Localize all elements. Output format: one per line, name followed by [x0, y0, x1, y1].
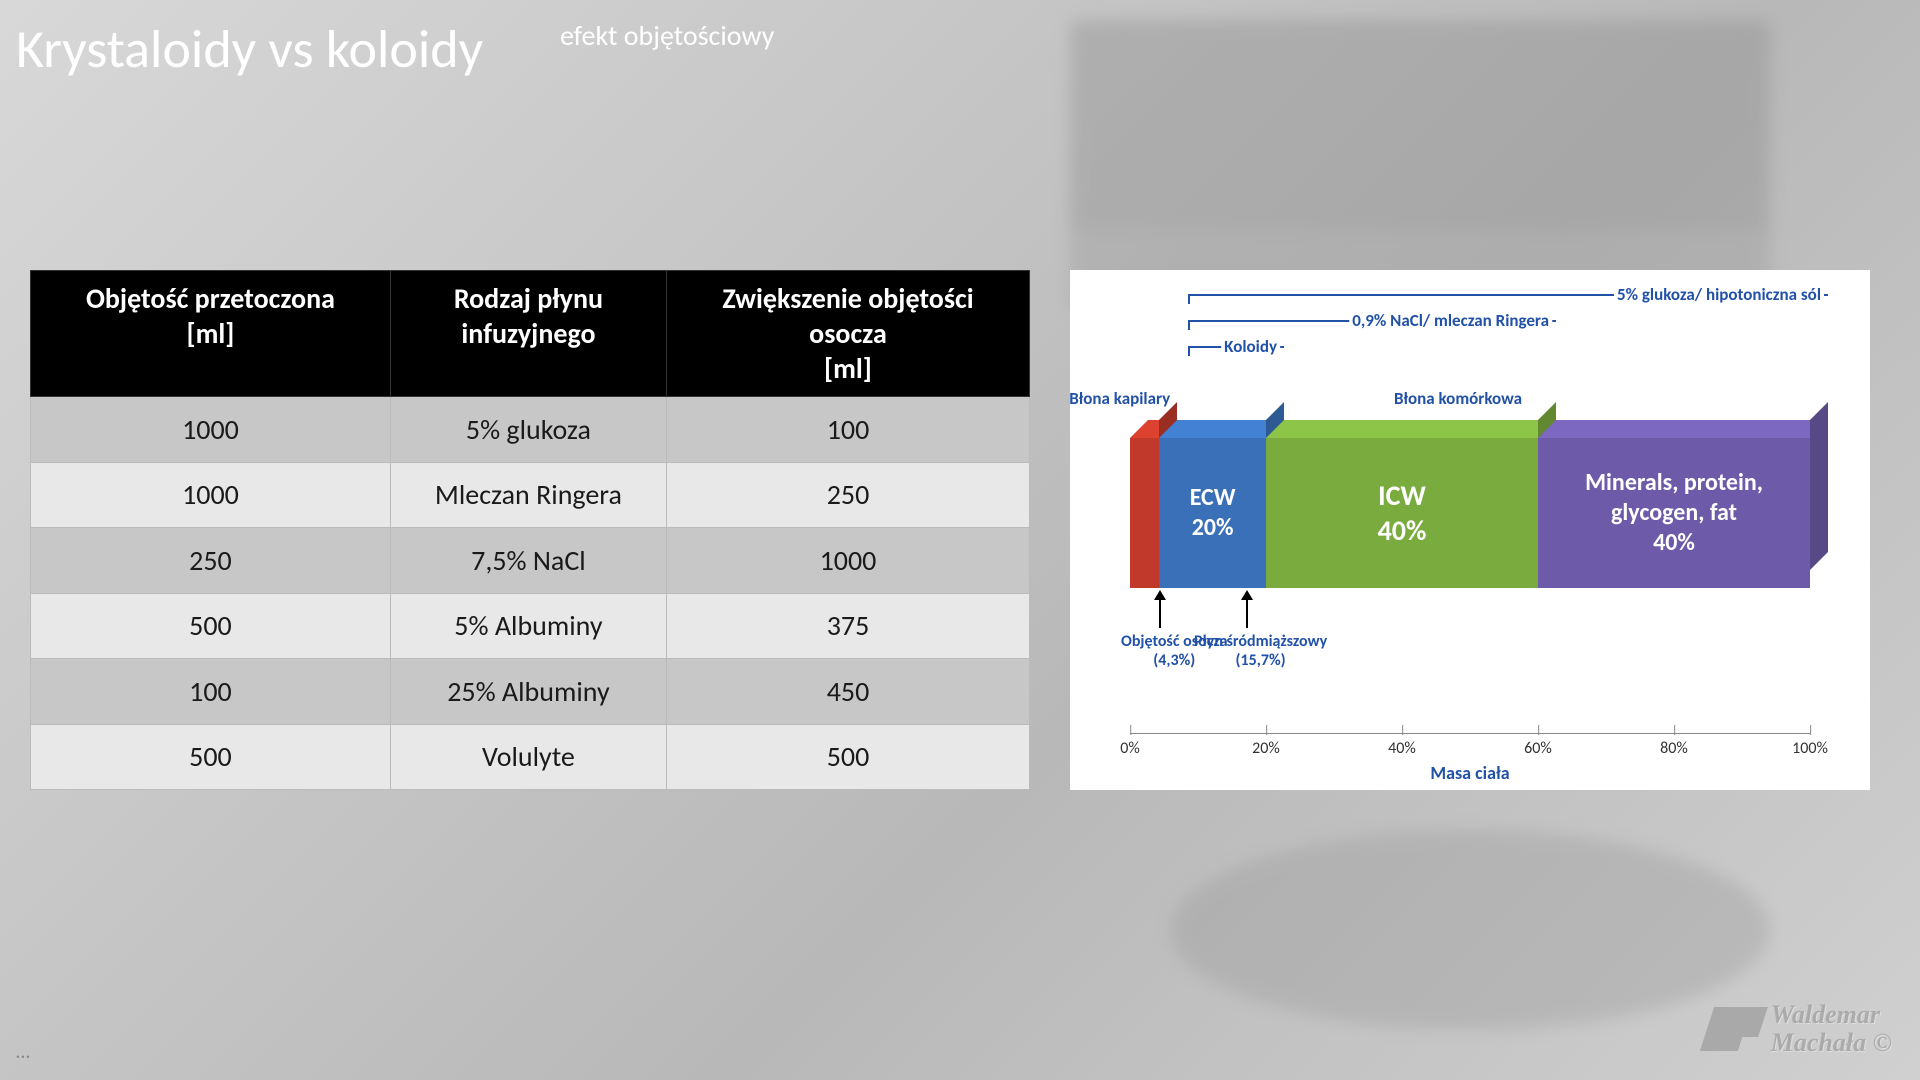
axis-tick: 0% — [1120, 739, 1140, 758]
bar-segment-ecw_blue: ECW 20% — [1159, 438, 1266, 588]
table-row: 10005% glukoza100 — [31, 397, 1030, 463]
table-header: Objętość przetoczona [ml] — [31, 271, 391, 397]
table-cell: 500 — [31, 724, 391, 790]
watermark-line2: Machała © — [1771, 1029, 1892, 1056]
table-cell: 250 — [666, 462, 1029, 528]
table-cell: 25% Albuminy — [390, 659, 666, 725]
membrane-label: Błona kapilary — [1069, 388, 1170, 409]
table-row: 1000Mleczan Ringera250 — [31, 462, 1030, 528]
author-watermark: Waldemar Machała © — [1707, 1001, 1892, 1056]
table-cell: 5% glukoza — [390, 397, 666, 463]
watermark-logo-icon — [1707, 1007, 1761, 1051]
table-cell: 7,5% NaCl — [390, 528, 666, 594]
table-cell: 1000 — [31, 397, 391, 463]
axis-tick: 60% — [1524, 739, 1552, 758]
x-axis-label: Masa ciała — [1430, 762, 1509, 784]
table-cell: 250 — [31, 528, 391, 594]
table-cell: 500 — [31, 593, 391, 659]
slide-title-main: Krystaloidy vs koloidy — [16, 16, 483, 82]
axis-tick: 100% — [1792, 739, 1828, 758]
table-cell: Volulyte — [390, 724, 666, 790]
table-cell: 5% Albuminy — [390, 593, 666, 659]
arrow-label: Płyn śródmiąższowy (15,7%) — [1176, 632, 1346, 670]
axis-tick: 20% — [1252, 739, 1280, 758]
membrane-label: Błona komórkowa — [1394, 388, 1522, 409]
bar-segment-icw_green: ICW 40% — [1266, 438, 1538, 588]
table-cell: 100 — [666, 397, 1029, 463]
footer-ellipsis: … — [16, 1040, 30, 1064]
table-cell: Mleczan Ringera — [390, 462, 666, 528]
table-row: 500Volulyte500 — [31, 724, 1030, 790]
arrow-icon — [1159, 592, 1161, 628]
axis-tick: 80% — [1660, 739, 1688, 758]
bar-segment-plasma_red — [1130, 438, 1159, 588]
table-header: Rodzaj płynu infuzyjnego — [390, 271, 666, 397]
table-row: 2507,5% NaCl1000 — [31, 528, 1030, 594]
table-cell: 375 — [666, 593, 1029, 659]
watermark-line1: Waldemar — [1771, 1001, 1892, 1028]
table-cell: 500 — [666, 724, 1029, 790]
table-cell: 1000 — [31, 462, 391, 528]
table-header: Zwiększenie objętości osocza [ml] — [666, 271, 1029, 397]
table-cell: 100 — [31, 659, 391, 725]
axis-tick: 40% — [1388, 739, 1416, 758]
table-row: 5005% Albuminy375 — [31, 593, 1030, 659]
slide-title-superscript: efekt objętościowy — [560, 18, 774, 53]
table-row: 10025% Albuminy450 — [31, 659, 1030, 725]
content-row: Objętość przetoczona [ml] Rodzaj płynu i… — [30, 270, 1870, 790]
bar-segment-mpg_purple: Minerals, protein, glycogen, fat 40% — [1538, 438, 1810, 588]
arrow-icon — [1246, 592, 1248, 628]
table-cell: 1000 — [666, 528, 1029, 594]
x-axis — [1130, 733, 1810, 734]
table-cell: 450 — [666, 659, 1029, 725]
fluids-table: Objętość przetoczona [ml] Rodzaj płynu i… — [30, 270, 1030, 790]
body-composition-chart: 5% glukoza/ hipotoniczna sól0,9% NaCl/ m… — [1070, 270, 1870, 790]
